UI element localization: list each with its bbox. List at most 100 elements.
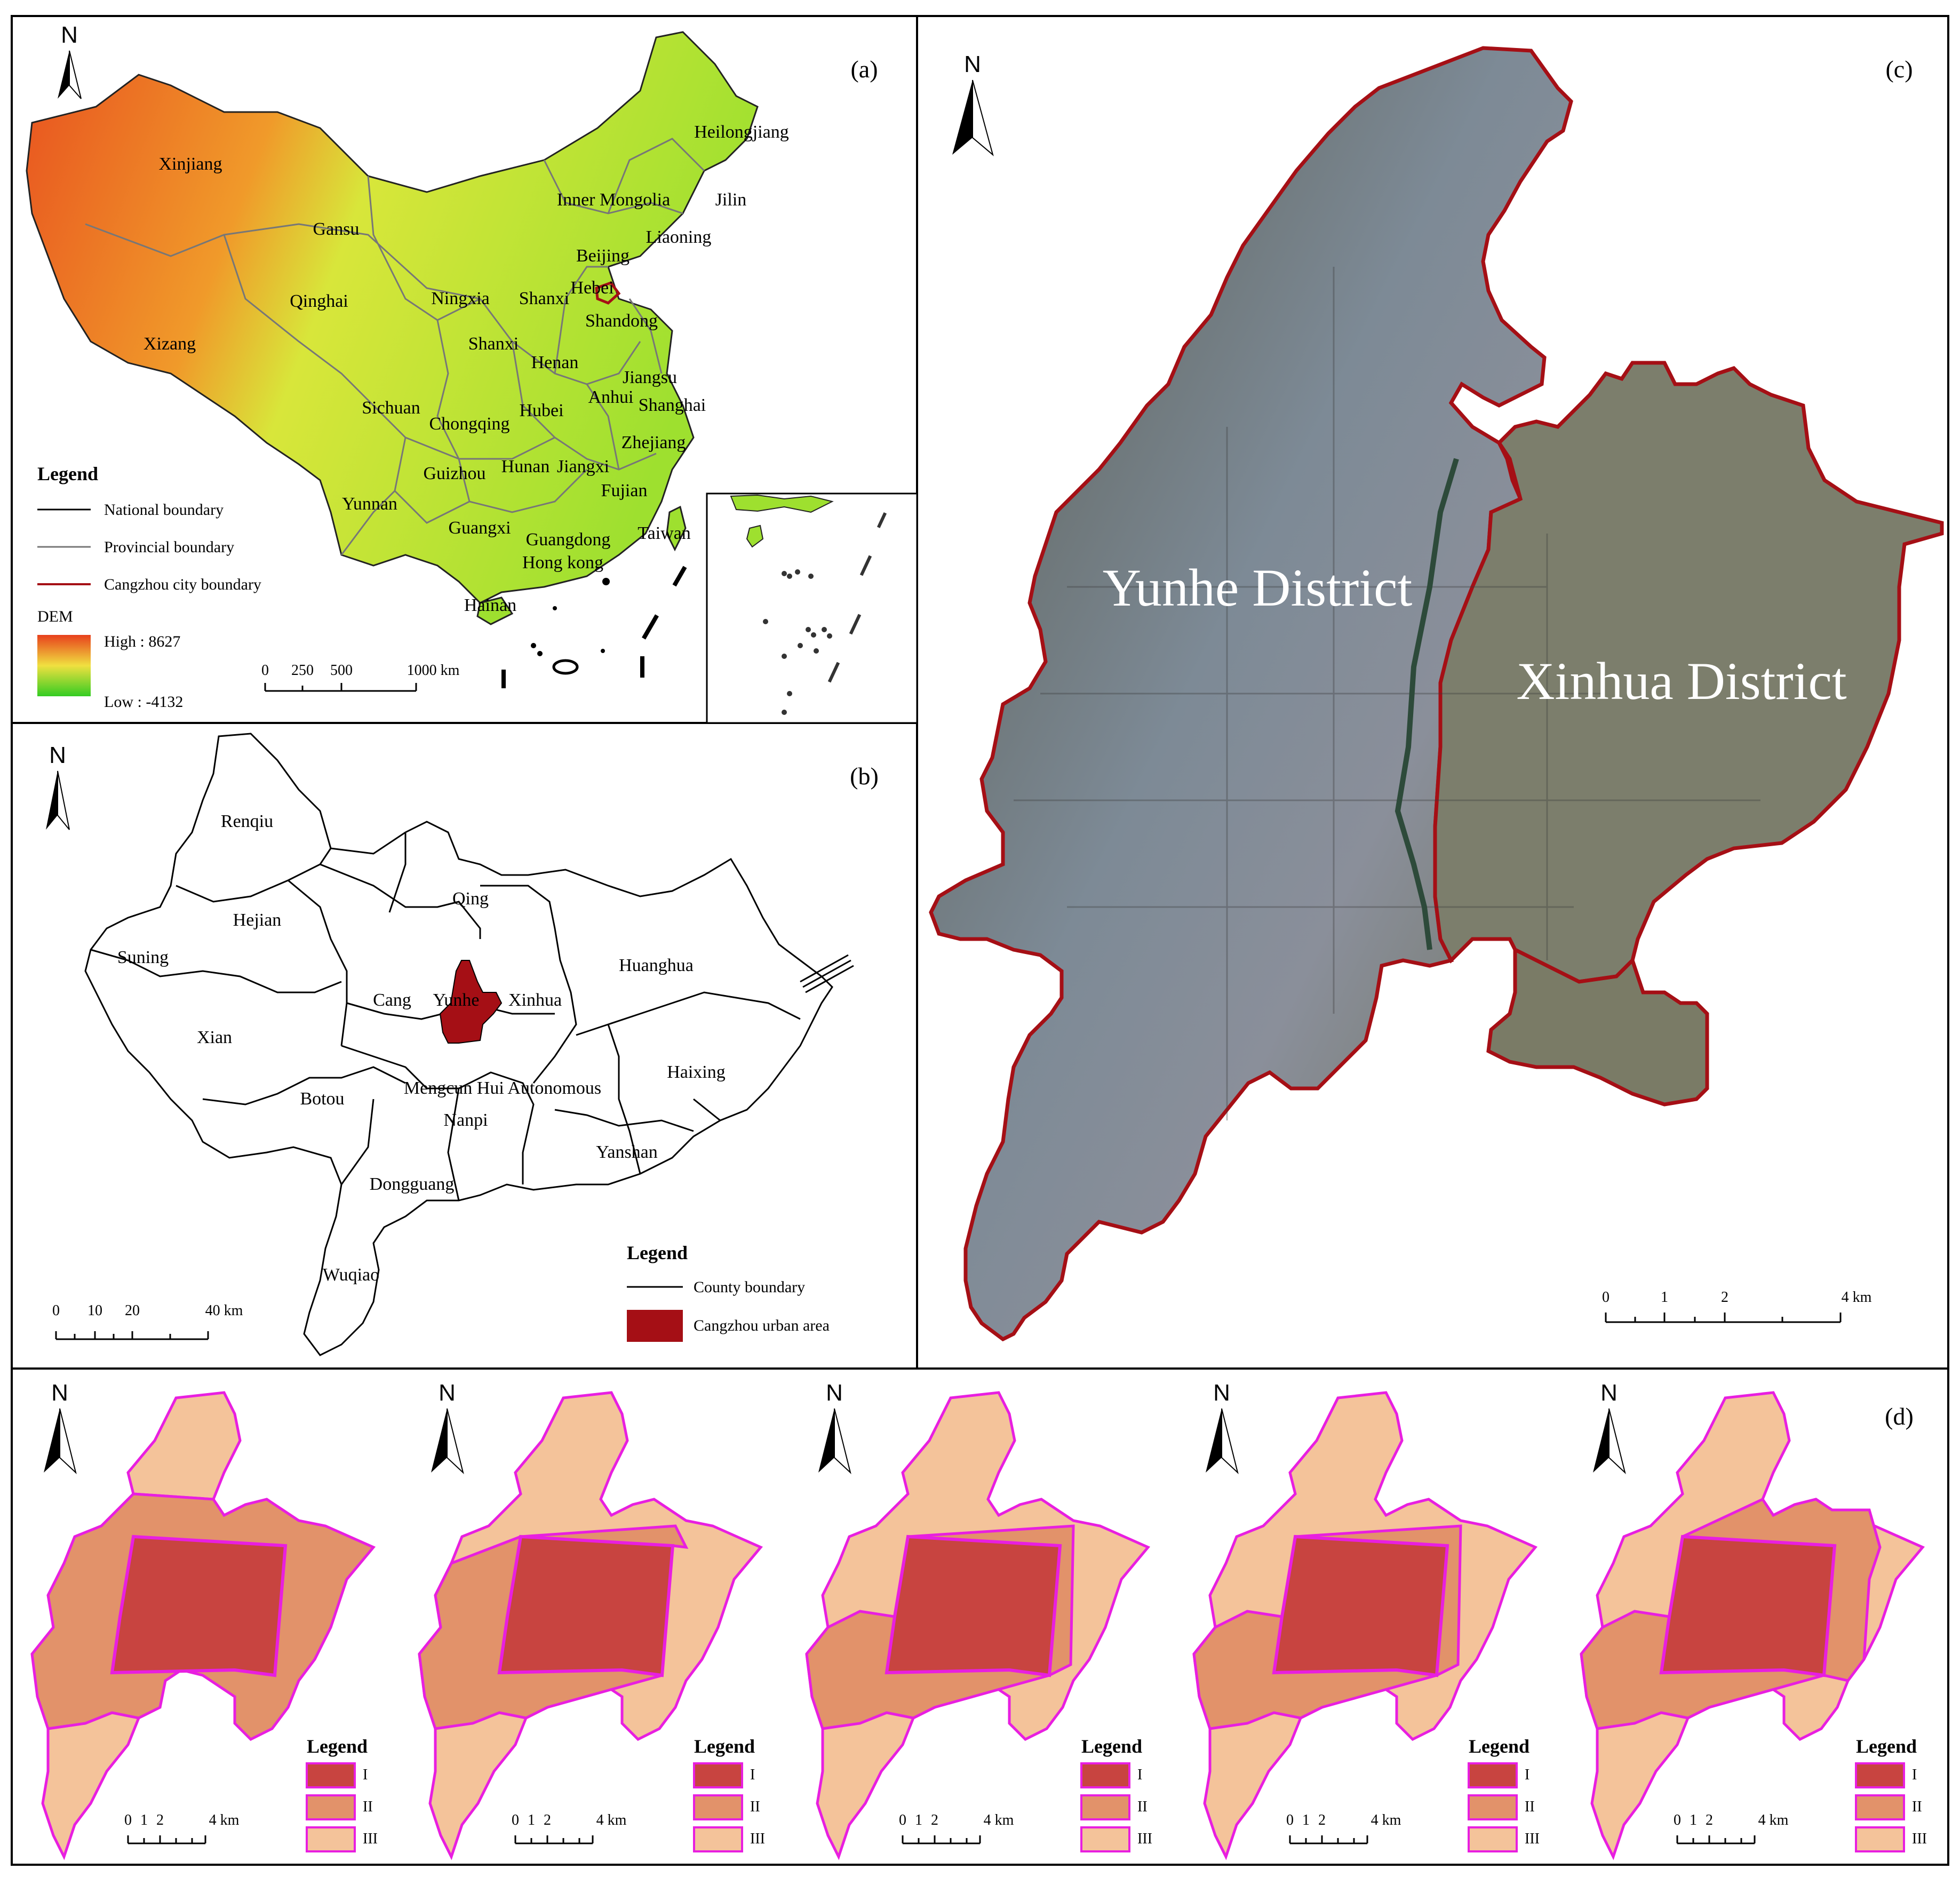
panel-d-label: (d) — [1885, 1403, 1914, 1430]
legend-zone-I-swatch — [1080, 1762, 1130, 1788]
zoning-scale-bar: 0 1 2 4 km — [1286, 1812, 1401, 1844]
svg-text:III: III — [1137, 1831, 1152, 1847]
zone-III — [41, 1711, 141, 1860]
panel-d: (d) N Legend I II III 0 1 2 4 km — [30, 1380, 1927, 1860]
legend-zone-II-swatch — [693, 1794, 743, 1820]
county-label: Huanghua — [619, 956, 694, 975]
north-arrow-icon — [1206, 1409, 1222, 1473]
county-label: Haixing — [667, 1062, 726, 1082]
province-label: Yunnan — [342, 494, 397, 514]
panel-a: N (a) Xinjiang Heilongjiang I — [26, 22, 918, 724]
county-label: Xian — [197, 1028, 232, 1047]
zoning-map-2: N Legend I II III 0 1 2 4 km — [418, 1380, 765, 1860]
cangzhou-county-map — [84, 733, 833, 1356]
panel-b-label: (b) — [850, 762, 879, 790]
province-label: Chongqing — [429, 414, 509, 434]
svg-text:4 km: 4 km — [209, 1812, 240, 1828]
province-label: Heilongjiang — [694, 122, 789, 142]
province-label: Taiwan — [638, 523, 691, 543]
svg-text:2: 2 — [931, 1812, 938, 1828]
svg-text:I: I — [750, 1767, 755, 1783]
county-label: Mengcun Hui Autonomous — [404, 1078, 601, 1098]
province-label: Qinghai — [290, 291, 348, 311]
county-label: Wuqiao — [323, 1265, 379, 1285]
zoning-legend-title: Legend — [694, 1736, 755, 1757]
cangzhou-urban-area — [439, 960, 503, 1044]
zoning-map-1: N Legend I II III 0 1 2 4 km — [30, 1380, 378, 1860]
county-label: Xinhua — [508, 990, 562, 1010]
province-label: Anhui — [588, 387, 634, 407]
province-label: Sichuan — [362, 398, 420, 418]
svg-text:4 km: 4 km — [984, 1812, 1014, 1828]
panel-a-scale-bar: 0 250 500 1000 km — [261, 662, 460, 692]
panel-c: N (c) Yunhe District Xinhua District 0 1… — [929, 46, 1944, 1342]
svg-text:1000 km: 1000 km — [407, 662, 460, 679]
legend-zone-II-swatch — [1080, 1794, 1130, 1820]
zone-I — [110, 1534, 288, 1677]
county-label: Qing — [452, 889, 489, 909]
county-label: Yunhe — [433, 990, 480, 1010]
north-arrow-icon — [818, 1409, 834, 1473]
panel-a-legend-title: Legend — [37, 463, 98, 484]
legend-urban-area: Cangzhou urban area — [694, 1317, 830, 1334]
yunhe-district-area — [929, 46, 1573, 1342]
svg-text:II: II — [1912, 1799, 1922, 1815]
province-label: Guangxi — [448, 518, 511, 538]
svg-text:II: II — [363, 1799, 373, 1815]
dem-color-ramp — [37, 635, 91, 696]
province-label: Shandong — [585, 311, 658, 331]
province-label: Beijing — [576, 246, 630, 266]
province-label: Shanxi — [519, 289, 569, 308]
south-china-sea-inset — [706, 492, 918, 724]
svg-text:40 km: 40 km — [205, 1302, 243, 1319]
legend-zone-II-swatch — [306, 1794, 356, 1820]
north-arrow-icon — [44, 1409, 60, 1473]
province-label: Shanghai — [639, 395, 706, 415]
legend-cangzhou-boundary: Cangzhou city boundary — [104, 576, 261, 593]
county-label: Nanpi — [443, 1110, 488, 1130]
svg-text:III: III — [1525, 1831, 1540, 1847]
svg-text:0: 0 — [899, 1812, 906, 1828]
xinhua-district-area — [1433, 361, 1944, 984]
county-label: Hejian — [233, 910, 282, 930]
zoning-legend-title: Legend — [1469, 1736, 1529, 1757]
province-label: Hong kong — [522, 553, 603, 572]
panel-c-label: (c) — [1885, 55, 1913, 83]
province-label: Ningxia — [431, 289, 490, 308]
zone-I — [885, 1534, 1062, 1677]
panel-a-label: (a) — [850, 55, 878, 83]
north-arrow-icon — [58, 51, 69, 99]
svg-text:2: 2 — [1318, 1812, 1326, 1828]
svg-text:4 km: 4 km — [1758, 1812, 1789, 1828]
svg-text:II: II — [1137, 1799, 1148, 1815]
legend-zone-III-swatch — [1855, 1826, 1905, 1852]
svg-text:1: 1 — [1302, 1812, 1310, 1828]
county-label: Cang — [373, 990, 411, 1010]
province-label: Guangdong — [526, 530, 611, 550]
zone-III — [126, 1391, 242, 1501]
province-label: Hainan — [464, 595, 516, 615]
south-sea-islands — [501, 566, 687, 688]
zone-I — [1272, 1534, 1449, 1677]
province-label: Hunan — [501, 457, 550, 476]
svg-text:500: 500 — [330, 662, 353, 679]
province-label: Jiangxi — [557, 457, 609, 476]
county-label: Botou — [300, 1089, 344, 1109]
svg-text:1: 1 — [1690, 1812, 1697, 1828]
taiwan-island — [666, 505, 687, 552]
zoning-map-5: N Legend I II III 0 1 2 4 km — [1580, 1380, 1927, 1860]
dem-title: DEM — [37, 608, 73, 625]
svg-text:0: 0 — [1674, 1812, 1681, 1828]
provincial-boundaries — [85, 138, 705, 555]
svg-text:I: I — [1137, 1767, 1142, 1783]
svg-text:0: 0 — [124, 1812, 132, 1828]
panel-d-frame — [11, 1367, 1949, 1866]
county-label: Suning — [117, 948, 169, 967]
province-label: Hebei — [570, 278, 614, 298]
zoning-scale-bar: 0 1 2 4 km — [899, 1812, 1014, 1844]
svg-text:III: III — [750, 1831, 765, 1847]
svg-text:2: 2 — [1706, 1812, 1713, 1828]
svg-text:I: I — [363, 1767, 368, 1783]
legend-zone-I-swatch — [1855, 1762, 1905, 1788]
